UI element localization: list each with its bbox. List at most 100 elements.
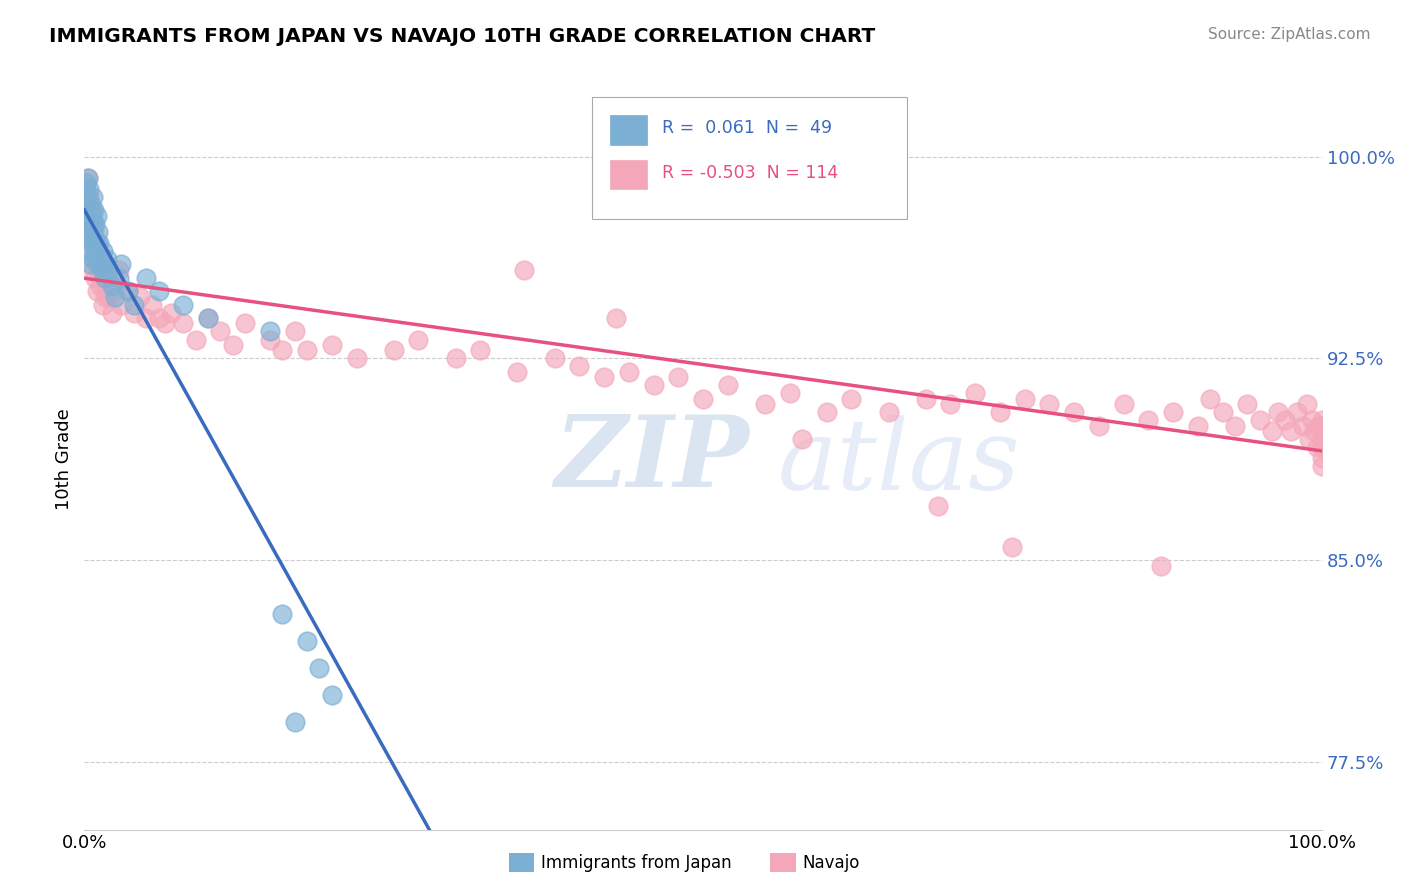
Point: [82, 217, 104, 231]
Point: [90, 262, 112, 277]
Point: [76, 190, 98, 204]
Point: [321, 338, 343, 352]
Point: [1236, 397, 1258, 411]
Point: [197, 311, 219, 326]
Point: [76, 198, 98, 212]
Point: [643, 378, 665, 392]
Point: [1298, 432, 1320, 446]
Point: [79, 182, 101, 196]
Point: [110, 257, 132, 271]
Point: [80, 209, 103, 223]
Point: [104, 289, 127, 303]
Text: atlas: atlas: [778, 416, 1019, 511]
Point: [1279, 424, 1302, 438]
Point: [914, 392, 936, 406]
Point: [82, 217, 104, 231]
Point: [172, 297, 194, 311]
Point: [89, 278, 111, 293]
Point: [605, 311, 627, 326]
Point: [841, 392, 863, 406]
Point: [346, 351, 368, 366]
Point: [79, 217, 101, 231]
Point: [1305, 440, 1327, 454]
Point: [135, 270, 157, 285]
Point: [308, 661, 330, 675]
Point: [82, 190, 104, 204]
Point: [79, 225, 101, 239]
Point: [1063, 405, 1085, 419]
Point: [79, 230, 101, 244]
Point: [84, 270, 107, 285]
Point: [96, 252, 118, 266]
Point: [259, 333, 281, 347]
Point: [104, 278, 127, 293]
Point: [79, 190, 101, 204]
Point: [512, 262, 534, 277]
Point: [83, 203, 105, 218]
Point: [117, 284, 139, 298]
Point: [91, 244, 114, 258]
Point: [1310, 424, 1333, 438]
Point: [94, 270, 117, 285]
Point: [717, 378, 740, 392]
Point: [259, 325, 281, 339]
Point: [1199, 392, 1222, 406]
Point: [86, 209, 108, 223]
Point: [617, 365, 640, 379]
Point: [77, 171, 100, 186]
Point: [271, 343, 294, 358]
Text: R = -0.503  N = 114: R = -0.503 N = 114: [662, 164, 838, 182]
Point: [75, 177, 97, 191]
Point: [91, 297, 114, 311]
Point: [779, 386, 801, 401]
Point: [86, 235, 108, 250]
Point: [83, 230, 105, 244]
Point: [83, 225, 105, 239]
Point: [1267, 405, 1289, 419]
Point: [1137, 413, 1160, 427]
Point: [80, 235, 103, 250]
Point: [197, 311, 219, 326]
Point: [84, 244, 107, 258]
Point: [1001, 540, 1024, 554]
Point: [1212, 405, 1234, 419]
Point: [382, 343, 405, 358]
Point: [98, 289, 121, 303]
Point: [1112, 397, 1135, 411]
Point: [129, 289, 152, 303]
Point: [77, 217, 100, 231]
Point: [1303, 424, 1326, 438]
Point: [79, 198, 101, 212]
Text: Immigrants from Japan: Immigrants from Japan: [541, 854, 733, 871]
Point: [79, 244, 101, 258]
Point: [1295, 397, 1317, 411]
Point: [80, 203, 103, 218]
Point: [135, 311, 157, 326]
Point: [1301, 413, 1323, 427]
Point: [815, 405, 838, 419]
Point: [790, 432, 813, 446]
Point: [93, 278, 115, 293]
Point: [543, 351, 565, 366]
Point: [1310, 450, 1333, 465]
Point: [96, 270, 118, 285]
Point: [86, 244, 108, 258]
Point: [82, 252, 104, 266]
Point: [84, 235, 107, 250]
Point: [148, 311, 170, 326]
Point: [79, 244, 101, 258]
Bar: [610, 115, 647, 145]
Point: [965, 386, 987, 401]
Point: [1038, 397, 1060, 411]
Point: [87, 257, 110, 271]
Point: [1014, 392, 1036, 406]
Point: [284, 325, 307, 339]
Point: [93, 257, 115, 271]
Point: [172, 317, 194, 331]
Point: [82, 262, 104, 277]
Point: [1292, 418, 1315, 433]
Point: [110, 297, 132, 311]
Point: [184, 333, 207, 347]
Point: [1310, 459, 1333, 474]
Point: [222, 338, 245, 352]
